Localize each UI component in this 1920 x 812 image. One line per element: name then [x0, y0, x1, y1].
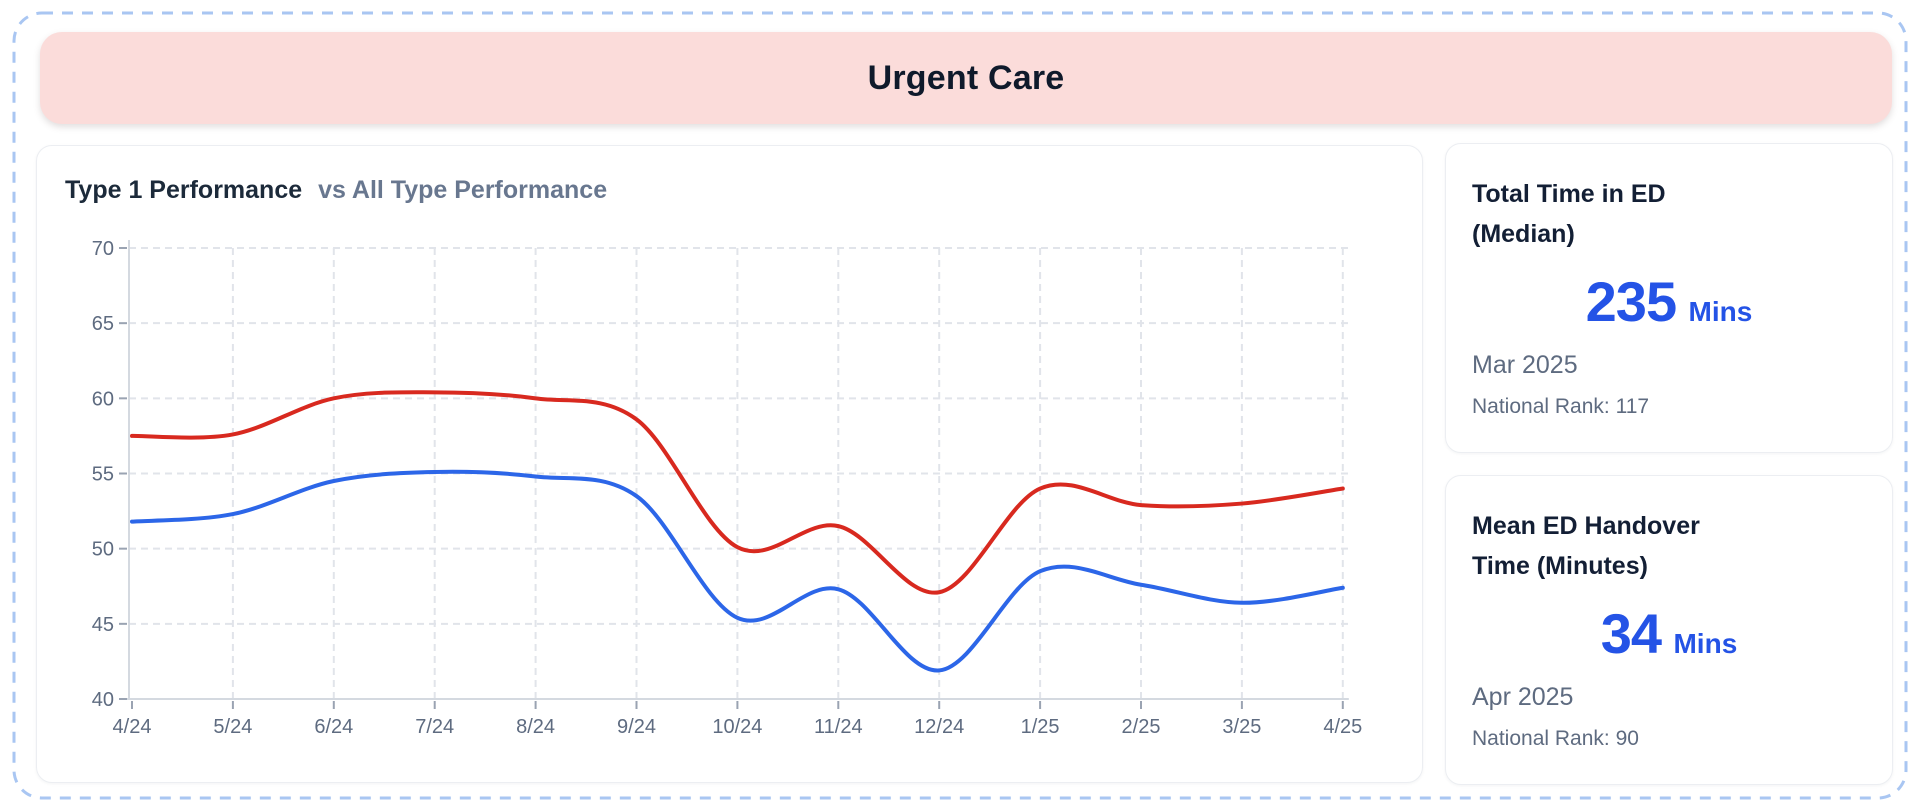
x-tick-label: 7/24 — [415, 716, 454, 738]
page-title-banner: Urgent Care — [40, 32, 1892, 124]
stat-value: 34 — [1600, 602, 1662, 665]
stat-national-rank: National Rank: 90 — [1472, 727, 1639, 750]
x-tick-label: 10/24 — [712, 716, 762, 738]
stat-period: Apr 2025 — [1472, 683, 1574, 711]
y-tick-label: 40 — [92, 689, 114, 711]
x-tick-label: 4/25 — [1323, 716, 1362, 738]
x-tick-label: 12/24 — [914, 716, 964, 738]
y-tick-label: 70 — [92, 238, 114, 260]
stat-unit: Mins — [1688, 296, 1753, 327]
stat-value-row: 235 Mins — [1446, 269, 1892, 334]
chart-title: Type 1 Performance vs All Type Performan… — [65, 176, 607, 205]
stat-card-heading: Mean ED Handover Time (Minutes) — [1472, 506, 1866, 586]
stat-value: 235 — [1585, 270, 1677, 333]
stat-value-row: 34 Mins — [1446, 601, 1892, 666]
stat-period: Mar 2025 — [1472, 351, 1578, 379]
stat-unit: Mins — [1673, 628, 1738, 659]
x-tick-label: 5/24 — [213, 716, 252, 738]
page-title: Urgent Care — [867, 58, 1065, 97]
stat-card-heading: Total Time in ED (Median) — [1472, 174, 1866, 254]
stat-heading-line1: Mean ED Handover — [1472, 512, 1700, 540]
x-tick-label: 1/25 — [1021, 716, 1060, 738]
chart-title-secondary: vs All Type Performance — [318, 176, 608, 204]
x-tick-label: 6/24 — [314, 716, 353, 738]
type-1-performance-line — [130, 469, 1345, 673]
x-tick-label: 8/24 — [516, 716, 555, 738]
stat-heading-line1: Total Time in ED — [1472, 180, 1666, 208]
total-time-in-ed-card: Total Time in ED (Median) 235 Mins Mar 2… — [1445, 143, 1893, 453]
performance-line-chart: 40 45 50 55 60 65 70 4/24 5/24 6/24 7/24 8/24 9/24 10… — [92, 238, 1363, 738]
y-tick-label: 55 — [92, 464, 114, 486]
stat-national-rank: National Rank: 117 — [1472, 395, 1650, 418]
x-tick-label: 2/25 — [1122, 716, 1161, 738]
x-tick-label: 9/24 — [617, 716, 656, 738]
all-type-performance-line — [130, 390, 1345, 595]
x-tick-label: 11/24 — [814, 716, 863, 738]
y-tick-label: 60 — [92, 388, 114, 410]
y-tick-label: 50 — [92, 539, 114, 561]
stat-heading-line2: Time (Minutes) — [1472, 552, 1648, 580]
chart-title-primary: Type 1 Performance — [65, 176, 303, 204]
x-tick-label: 3/25 — [1222, 716, 1261, 738]
y-tick-label: 65 — [92, 313, 114, 335]
y-tick-label: 45 — [92, 614, 114, 636]
stat-heading-line2: (Median) — [1472, 220, 1575, 248]
x-tick-label: 4/24 — [113, 716, 152, 738]
performance-chart-card: Type 1 Performance vs All Type Performan… — [36, 145, 1423, 783]
mean-ed-handover-card: Mean ED Handover Time (Minutes) 34 Mins … — [1445, 475, 1893, 785]
